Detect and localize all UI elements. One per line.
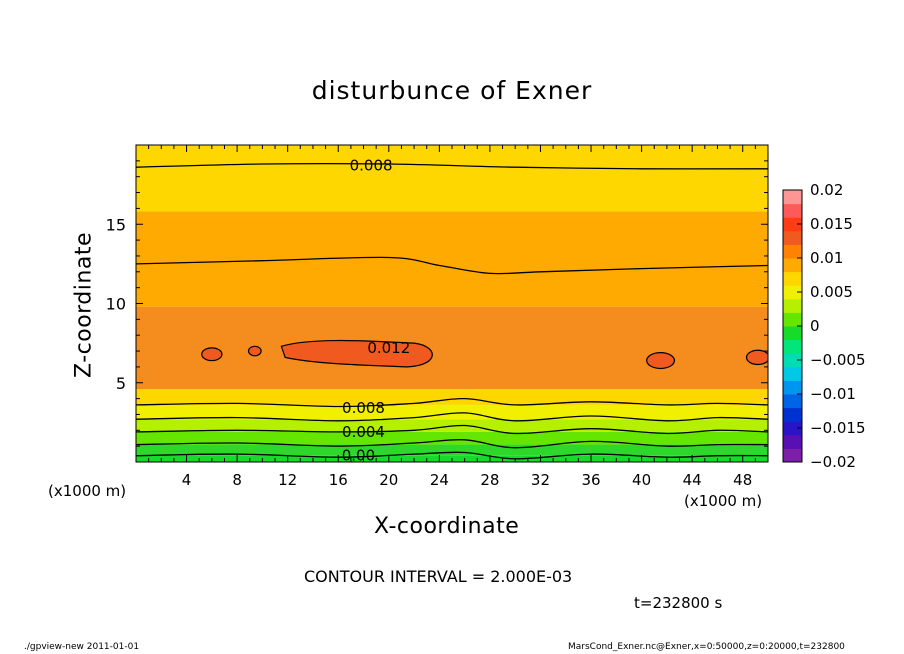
x-tick-label: 24 bbox=[430, 471, 449, 489]
contour-line-1 bbox=[136, 256, 768, 275]
contour-band-8 bbox=[136, 145, 768, 212]
filled-contour-bands bbox=[136, 145, 768, 462]
time-label: t=232800 s bbox=[634, 594, 723, 612]
contour-band-6 bbox=[136, 306, 768, 390]
contour-labels: 0.008 0.012 0.008 0.004 0.00 bbox=[342, 157, 411, 465]
colorbar-segment bbox=[783, 217, 802, 232]
contour-line-5 bbox=[136, 439, 768, 449]
x-tick-label: 16 bbox=[329, 471, 348, 489]
x-tick-label: 40 bbox=[632, 471, 651, 489]
contour-line-4 bbox=[136, 424, 768, 435]
contour-lines bbox=[136, 162, 768, 460]
colorbar-segment bbox=[783, 312, 802, 327]
contour-band-7 bbox=[136, 211, 768, 307]
contour-line-2 bbox=[136, 397, 768, 408]
colorbar-segment bbox=[783, 298, 802, 313]
colorbar-segment bbox=[783, 353, 802, 368]
y-tick-label: 10 bbox=[106, 295, 126, 314]
contour-0012-closed-3 bbox=[745, 349, 768, 366]
footer-right-text: MarsCond_Exner.nc@Exner,x=0:50000,z=0:20… bbox=[568, 642, 845, 652]
colorbar-segment bbox=[783, 434, 802, 449]
contour-label-3: 0.004 bbox=[342, 423, 385, 441]
colorbar-segment bbox=[783, 244, 802, 259]
x-axis-unit-right: (x1000 m) bbox=[684, 492, 763, 510]
colorbar-segment bbox=[783, 421, 802, 436]
x-tick-label: 4 bbox=[182, 471, 192, 489]
x-axis-ticks: 4 8 12 16 20 24 28 32 36 40 44 48 bbox=[135, 145, 769, 489]
colorbar-label: 0.005 bbox=[810, 283, 853, 301]
contour-0012-central bbox=[280, 339, 433, 368]
colorbar: 0.02 0.015 0.01 0.005 0 −0.005 −0.01 −0.015 −0.0… bbox=[782, 181, 866, 471]
colorbar-segment bbox=[783, 271, 802, 286]
colorbar-label: −0.005 bbox=[810, 351, 866, 369]
contour-interval-label: CONTOUR INTERVAL = 2.000E-03 bbox=[304, 567, 573, 586]
contour-band-5 bbox=[136, 389, 768, 405]
contour-label-2: 0.008 bbox=[342, 399, 385, 417]
x-tick-label: 48 bbox=[733, 471, 752, 489]
y-axis-ticks: 5 10 15 bbox=[106, 144, 768, 463]
y-tick-label: 5 bbox=[116, 374, 126, 393]
x-tick-label: 36 bbox=[581, 471, 600, 489]
contour-line-3 bbox=[136, 412, 768, 422]
contour-0012-closed-1 bbox=[247, 345, 262, 357]
contour-band-4 bbox=[136, 404, 768, 420]
contour-label-0: 0.008 bbox=[350, 157, 393, 175]
colorbar-label: 0 bbox=[810, 317, 820, 335]
x-axis-label: X-coordinate bbox=[374, 514, 520, 539]
colorbar-label: 0.02 bbox=[810, 181, 843, 199]
colorbar-segment bbox=[783, 407, 802, 422]
colorbar-segment bbox=[783, 190, 802, 205]
chart-title: disturbunce of Exner bbox=[311, 76, 593, 105]
colorbar-segment bbox=[783, 380, 802, 395]
x-tick-label: 32 bbox=[531, 471, 550, 489]
y-tick-label: 15 bbox=[106, 215, 126, 234]
x-tick-label: 44 bbox=[683, 471, 702, 489]
colorbar-segment bbox=[783, 285, 802, 300]
contour-0012-closed-0 bbox=[201, 347, 223, 362]
contour-0012-closed-2 bbox=[646, 352, 676, 370]
contour-line-6 bbox=[136, 451, 768, 460]
colorbar-segment bbox=[783, 366, 802, 381]
colorbar-label: −0.02 bbox=[810, 453, 856, 471]
x-tick-label: 20 bbox=[379, 471, 398, 489]
colorbar-segment bbox=[783, 258, 802, 273]
x-axis-unit-left: (x1000 m) bbox=[48, 482, 127, 500]
colorbar-label: −0.015 bbox=[810, 419, 866, 437]
colorbar-segment bbox=[783, 394, 802, 409]
x-tick-label: 12 bbox=[278, 471, 297, 489]
colorbar-label: 0.01 bbox=[810, 249, 843, 267]
contour-label-4: 0.00 bbox=[342, 447, 375, 465]
colorbar-segment bbox=[783, 448, 802, 463]
x-tick-label: 28 bbox=[480, 471, 499, 489]
colorbar-label: −0.01 bbox=[810, 385, 856, 403]
x-tick-label: 8 bbox=[232, 471, 242, 489]
footer-left-text: ./gpview-new 2011-01-01 bbox=[24, 642, 140, 652]
colorbar-segment bbox=[783, 203, 802, 218]
colorbar-segment bbox=[783, 326, 802, 341]
contour-band-1 bbox=[136, 444, 768, 456]
colorbar-segment bbox=[783, 230, 802, 245]
contour-label-1: 0.012 bbox=[367, 339, 410, 357]
contour-line-0 bbox=[136, 162, 768, 170]
colorbar-segment bbox=[783, 339, 802, 354]
colorbar-label: 0.015 bbox=[810, 215, 853, 233]
